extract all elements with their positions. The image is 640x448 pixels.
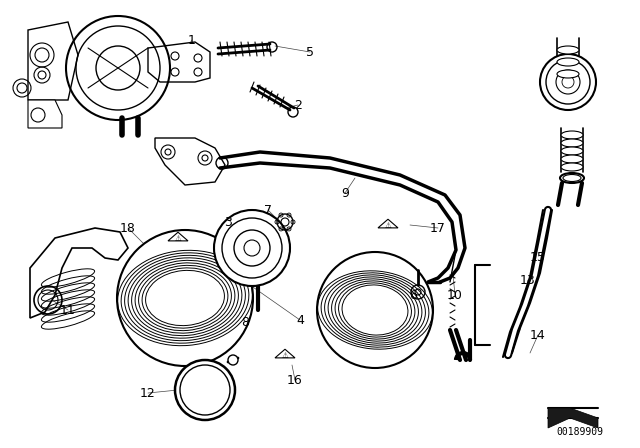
Ellipse shape xyxy=(561,147,583,155)
Text: 11: 11 xyxy=(60,303,76,316)
Text: 18: 18 xyxy=(120,221,136,234)
Text: ⚠: ⚠ xyxy=(282,351,289,360)
Circle shape xyxy=(540,54,596,110)
Circle shape xyxy=(117,230,253,366)
Ellipse shape xyxy=(561,163,583,171)
Text: 8: 8 xyxy=(241,315,249,328)
Polygon shape xyxy=(548,408,598,428)
Text: 1: 1 xyxy=(188,34,196,47)
Text: 5: 5 xyxy=(306,46,314,59)
Text: 15: 15 xyxy=(530,250,546,263)
Polygon shape xyxy=(28,22,78,100)
Text: 16: 16 xyxy=(287,374,303,387)
Text: 17: 17 xyxy=(430,221,446,234)
Polygon shape xyxy=(30,228,128,318)
Circle shape xyxy=(175,360,235,420)
Text: 4: 4 xyxy=(296,314,304,327)
Text: 6: 6 xyxy=(409,289,417,302)
Circle shape xyxy=(228,355,238,365)
Text: 7: 7 xyxy=(264,203,272,216)
Text: 13: 13 xyxy=(520,273,536,287)
Text: 9: 9 xyxy=(341,186,349,199)
Polygon shape xyxy=(155,138,225,185)
Circle shape xyxy=(214,210,290,286)
Text: 00189909: 00189909 xyxy=(557,427,604,437)
Text: 3: 3 xyxy=(224,215,232,228)
Ellipse shape xyxy=(557,58,579,66)
Polygon shape xyxy=(28,100,62,128)
Ellipse shape xyxy=(557,70,579,78)
Ellipse shape xyxy=(561,131,583,139)
Text: 12: 12 xyxy=(140,387,156,400)
Text: ⚠: ⚠ xyxy=(175,234,181,243)
Text: ⚠: ⚠ xyxy=(385,221,392,230)
Ellipse shape xyxy=(560,173,584,183)
Ellipse shape xyxy=(561,155,583,163)
Ellipse shape xyxy=(561,139,583,147)
Polygon shape xyxy=(148,42,210,82)
Text: 2: 2 xyxy=(294,99,302,112)
Text: 10: 10 xyxy=(447,289,463,302)
Ellipse shape xyxy=(557,46,579,54)
Text: 14: 14 xyxy=(530,328,546,341)
Circle shape xyxy=(317,252,433,368)
